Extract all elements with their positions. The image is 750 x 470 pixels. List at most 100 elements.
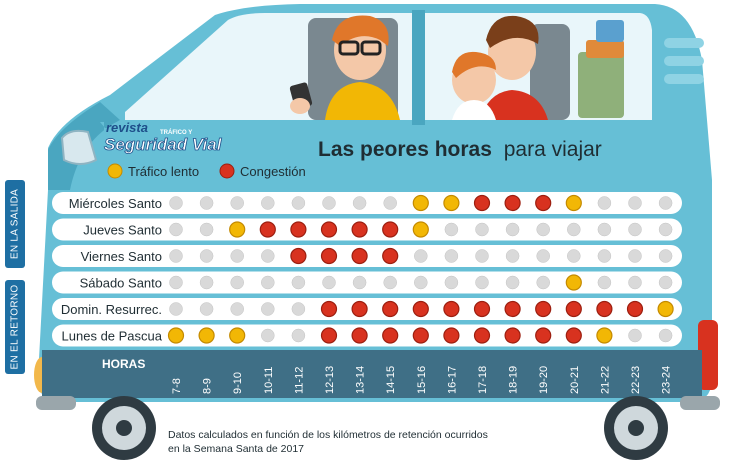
congestion-dot — [351, 300, 368, 318]
slow-traffic-dot — [412, 194, 429, 212]
empty-dot — [628, 249, 642, 263]
congestion-dot — [596, 300, 613, 318]
hour-tick-label: 7-8 — [171, 378, 183, 394]
brand-line1: revista — [106, 120, 148, 135]
empty-dot — [261, 302, 275, 316]
congestion-dot — [535, 194, 552, 212]
vent-3 — [664, 74, 704, 84]
row-label: Miércoles Santo — [69, 196, 162, 211]
legend-slow-label: Tráfico lento — [128, 164, 199, 179]
slow-traffic-dot — [167, 327, 185, 344]
empty-dot — [628, 328, 642, 343]
empty-dot — [536, 249, 550, 263]
empty-dot — [536, 275, 550, 290]
hour-tick-label: 18-19 — [508, 366, 520, 394]
empty-dot — [291, 196, 306, 210]
slow-traffic-dot — [657, 300, 674, 318]
empty-dot — [628, 222, 642, 237]
hour-tick-labels: 7-8 8-9 9-10 10-11 11-12 12-13 13-14 14-15 15-16… — [171, 366, 673, 394]
row-label: Domin. Resurrec. — [61, 302, 162, 317]
empty-dot — [597, 249, 612, 263]
hours-label: HORAS — [102, 357, 145, 371]
empty-dot — [169, 196, 183, 210]
side-tab-outbound: EN LA SALIDA — [5, 180, 25, 268]
congestion-dot — [320, 300, 338, 318]
empty-dot — [567, 222, 581, 237]
row-label: Sábado Santo — [80, 276, 162, 291]
hours-band — [42, 350, 702, 398]
congestion-dot — [412, 300, 429, 318]
congestion-dot — [504, 300, 521, 318]
congestion-dot — [504, 194, 521, 212]
congestion-dot — [290, 247, 307, 265]
rear-bumper — [680, 396, 720, 410]
empty-dot — [597, 275, 612, 290]
congestion-dot — [473, 194, 491, 212]
empty-dot — [444, 275, 459, 290]
empty-dot — [291, 328, 306, 343]
chart-panel — [100, 122, 700, 190]
empty-dot — [383, 275, 397, 290]
window-pillar — [412, 10, 425, 125]
empty-dot — [230, 196, 244, 210]
chart-title: Las peores horas para viajar — [318, 138, 602, 161]
row-label: Viernes Santo — [81, 249, 162, 264]
row-label: Jueves Santo — [83, 223, 162, 238]
slow-traffic-dot — [443, 194, 460, 212]
congestion-dot — [412, 327, 429, 344]
congestion-dot — [473, 300, 491, 318]
congestion-dot — [535, 300, 552, 318]
brand-logo: revista TRÁFICO Y Seguridad Vial — [104, 120, 224, 154]
congestion-dot — [351, 247, 368, 265]
table-row: Sábado Santo — [52, 271, 682, 294]
table-row: Jueves Santo — [52, 218, 682, 241]
empty-dot — [199, 302, 214, 316]
luggage-illustration — [578, 20, 624, 118]
empty-dot — [261, 249, 275, 263]
table-row: Miércoles Santo — [52, 192, 682, 214]
empty-dot — [261, 275, 275, 290]
table-row: Domin. Resurrec. — [52, 298, 682, 320]
empty-dot — [169, 222, 183, 237]
hour-tick-label: 15-16 — [416, 366, 428, 394]
empty-dot — [291, 302, 306, 316]
chart-title-main: Las peores horas — [318, 138, 492, 161]
side-tab-return-label: EN EL RETORNO — [9, 284, 21, 370]
empty-dot — [169, 249, 183, 263]
slow-traffic-dot — [596, 327, 613, 344]
slow-traffic-dot — [412, 221, 429, 238]
slow-traffic-dot — [229, 327, 246, 344]
empty-dot — [414, 275, 428, 290]
empty-dot — [444, 249, 459, 263]
empty-dot — [261, 328, 275, 343]
table-row: Lunes de Pascua — [52, 324, 682, 347]
empty-dot — [230, 249, 244, 263]
empty-dot — [505, 249, 520, 263]
empty-dot — [658, 249, 673, 263]
legend-congestion-label: Congestión — [240, 164, 306, 179]
empty-dot — [261, 196, 275, 210]
empty-dot — [444, 222, 459, 237]
side-mirror — [60, 129, 98, 165]
hour-tick-label: 13-14 — [355, 366, 367, 394]
congestion-dot — [320, 221, 338, 238]
hour-tick-label: 19-20 — [538, 366, 550, 394]
empty-dot — [352, 196, 367, 210]
congestion-dot — [565, 327, 582, 344]
vent-2 — [664, 56, 704, 66]
hour-tick-label: 11-12 — [293, 367, 305, 394]
side-tab-outbound-label: EN LA SALIDA — [9, 188, 21, 260]
empty-dot — [567, 249, 581, 263]
side-tab-return: EN EL RETORNO — [5, 280, 25, 374]
slow-traffic-dot — [198, 327, 215, 344]
empty-dot — [199, 222, 214, 237]
legend: Tráfico lento Congestión — [107, 163, 306, 179]
footnote-line2: en la Semana Santa de 2017 — [168, 443, 304, 455]
row-label: Lunes de Pascua — [62, 329, 163, 344]
empty-dot — [505, 222, 520, 237]
empty-dot — [475, 249, 489, 263]
empty-dot — [322, 275, 336, 290]
empty-dot — [199, 196, 214, 210]
empty-dot — [230, 275, 244, 290]
